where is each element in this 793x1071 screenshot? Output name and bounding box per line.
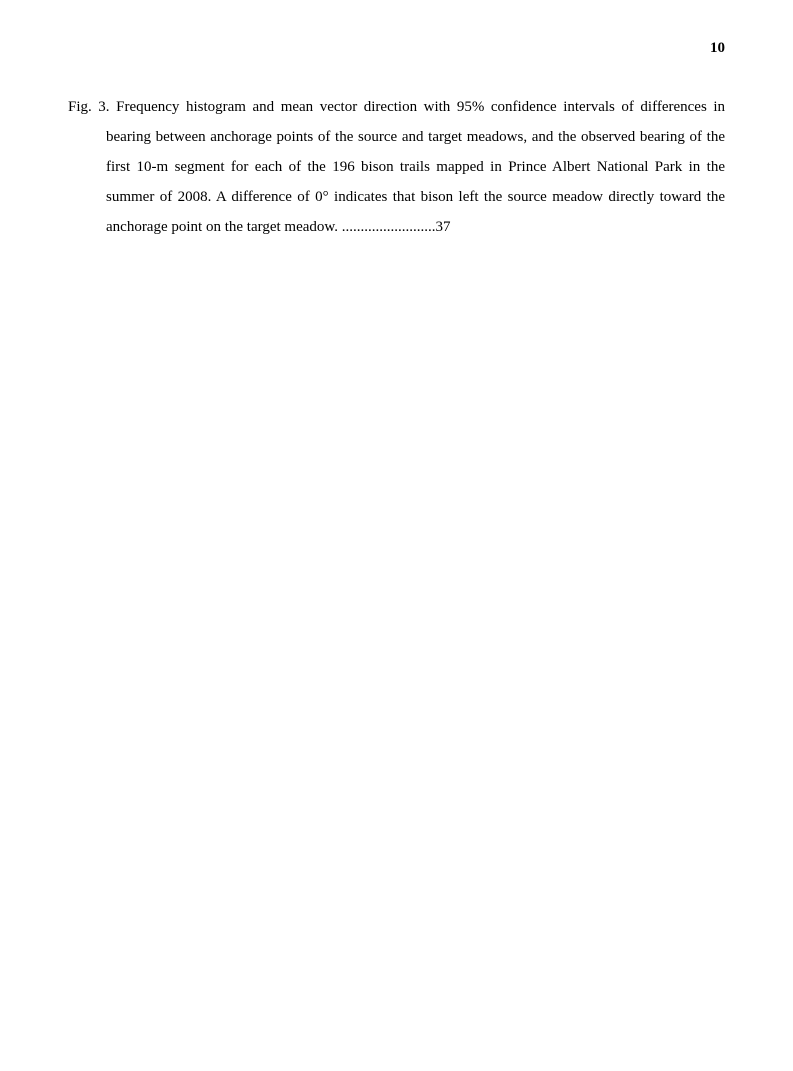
content-area: Fig. 3. Frequency histogram and mean vec…	[68, 92, 725, 242]
page-number: 10	[710, 40, 725, 57]
figure-label: Fig. 3.	[68, 99, 110, 115]
figure-page-ref: 37	[436, 219, 451, 235]
figure-caption-body: Fig. 3. Frequency histogram and mean vec…	[68, 92, 725, 242]
figure-text: Frequency histogram and mean vector dire…	[106, 99, 725, 235]
leader-dots: .........................	[342, 219, 436, 235]
figure-list-entry: Fig. 3. Frequency histogram and mean vec…	[68, 92, 725, 242]
